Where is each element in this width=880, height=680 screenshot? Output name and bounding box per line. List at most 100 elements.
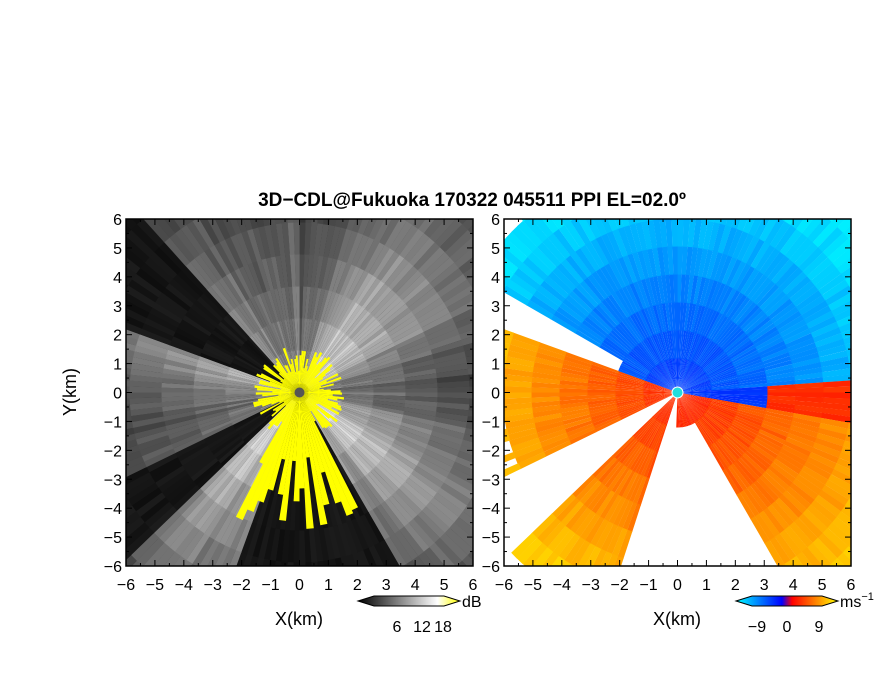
velocity-ray-segment bbox=[795, 392, 825, 398]
velocity-ray-segment bbox=[725, 258, 743, 287]
snr-ray-segment bbox=[242, 554, 253, 566]
snr-ray-segment bbox=[238, 265, 257, 298]
snr-core-segment bbox=[282, 347, 300, 393]
snr-ray-segment bbox=[427, 439, 461, 457]
snr-ray-segment bbox=[425, 256, 456, 284]
snr-x-tick-label: −6 bbox=[117, 577, 135, 594]
snr-ray-segment bbox=[143, 448, 176, 468]
snr-ray-segment bbox=[126, 367, 132, 375]
velocity-ray-segment bbox=[735, 411, 764, 424]
snr-ray-segment bbox=[346, 554, 356, 566]
snr-ray-segment bbox=[305, 318, 313, 352]
velocity-ray-segment bbox=[696, 276, 707, 306]
snr-ray-segment bbox=[126, 472, 153, 493]
snr-ray-segment bbox=[277, 287, 287, 321]
snr-ray-segment bbox=[206, 285, 232, 314]
velocity-y-tick-label: 5 bbox=[491, 241, 500, 258]
velocity-x-tick-label: −2 bbox=[611, 577, 629, 594]
snr-ray-segment bbox=[180, 265, 208, 294]
velocity-ray-segment bbox=[536, 241, 562, 268]
velocity-ray-segment bbox=[810, 499, 838, 524]
velocity-ray-segment bbox=[677, 329, 680, 359]
snr-ray-segment bbox=[293, 530, 300, 564]
velocity-ray-segment bbox=[664, 330, 672, 360]
velocity-ray-segment bbox=[507, 427, 538, 441]
snr-ray-segment bbox=[380, 303, 410, 328]
snr-ray-segment bbox=[222, 219, 236, 238]
velocity-y-tick-label: −3 bbox=[482, 472, 500, 489]
velocity-ray-segment bbox=[872, 329, 880, 344]
snr-ray-segment bbox=[284, 497, 293, 532]
velocity-ray-segment bbox=[701, 415, 725, 437]
velocity-ray-segment bbox=[675, 329, 678, 359]
snr-ray-segment bbox=[288, 285, 295, 319]
snr-ray-segment bbox=[197, 178, 218, 211]
snr-ray-segment bbox=[327, 336, 352, 363]
snr-ray-segment bbox=[373, 542, 392, 566]
velocity-ray-segment bbox=[690, 334, 704, 362]
velocity-ray-segment bbox=[760, 423, 790, 438]
snr-core-segment bbox=[257, 392, 300, 402]
snr-ray-segment bbox=[328, 493, 343, 527]
velocity-ray-segment bbox=[739, 386, 769, 391]
snr-ray-segment bbox=[281, 529, 290, 564]
velocity-ray-segment bbox=[713, 219, 721, 224]
snr-ray-segment bbox=[417, 510, 446, 539]
snr-ray-segment bbox=[374, 219, 392, 243]
velocity-ray-segment bbox=[711, 381, 740, 388]
snr-ray-segment bbox=[199, 609, 219, 643]
snr-ray-segment bbox=[143, 542, 170, 566]
velocity-ray-segment bbox=[504, 374, 533, 383]
snr-ray-segment bbox=[319, 428, 337, 459]
snr-ray-segment bbox=[304, 530, 312, 564]
snr-ray-segment bbox=[161, 287, 191, 312]
velocity-ray-segment bbox=[547, 270, 573, 295]
velocity-ray-segment bbox=[688, 332, 700, 361]
velocity-ray-segment bbox=[533, 416, 563, 429]
velocity-ray-segment bbox=[634, 310, 651, 338]
snr-ray-segment bbox=[341, 384, 375, 390]
velocity-ray-segment bbox=[706, 164, 718, 194]
velocity-ray-segment bbox=[683, 385, 712, 392]
velocity-ray-segment bbox=[683, 384, 712, 392]
snr-ray-segment bbox=[357, 436, 387, 459]
snr-core-segment bbox=[299, 352, 318, 393]
snr-ray-segment bbox=[126, 349, 135, 358]
snr-ray-segment bbox=[395, 269, 423, 297]
snr-ray-segment bbox=[131, 356, 165, 369]
snr-ray-segment bbox=[135, 339, 169, 355]
snr-ray-segment bbox=[336, 357, 367, 375]
velocity-ray-segment bbox=[859, 233, 880, 258]
velocity-ray-segment bbox=[777, 451, 805, 471]
velocity-ray-segment bbox=[833, 463, 851, 478]
velocity-ray-segment bbox=[504, 412, 534, 423]
velocity-ray-segment bbox=[513, 442, 543, 459]
velocity-ray-segment bbox=[609, 329, 633, 351]
snr-ray-segment bbox=[435, 411, 469, 423]
velocity-ray-segment bbox=[594, 304, 618, 328]
velocity-ray-segment bbox=[635, 417, 656, 441]
velocity-ray-segment bbox=[758, 429, 787, 445]
velocity-ray-segment bbox=[686, 274, 695, 304]
snr-ray-segment bbox=[387, 145, 408, 179]
snr-ray-segment bbox=[256, 493, 271, 527]
velocity-ray-segment bbox=[655, 397, 674, 421]
velocity-ray-segment bbox=[799, 173, 822, 202]
velocity-y-tick-label: −6 bbox=[482, 559, 500, 576]
snr-colorbar-bar bbox=[356, 595, 462, 607]
snr-ray-segment bbox=[205, 427, 236, 446]
snr-ray-segment bbox=[387, 314, 418, 337]
snr-ray-segment bbox=[398, 273, 427, 301]
velocity-ray-segment bbox=[828, 474, 851, 493]
velocity-ray-segment bbox=[655, 424, 667, 453]
snr-ray-segment bbox=[126, 466, 150, 485]
velocity-ray-segment bbox=[848, 543, 851, 549]
snr-ray-segment bbox=[158, 161, 183, 194]
snr-ray-segment bbox=[275, 254, 285, 289]
velocity-ray-segment bbox=[682, 372, 708, 390]
snr-ray-segment bbox=[255, 330, 276, 359]
velocity-ray-segment bbox=[694, 337, 711, 364]
snr-ray-segment bbox=[433, 351, 467, 364]
velocity-ray-segment bbox=[773, 306, 800, 327]
snr-ray-segment bbox=[314, 287, 326, 321]
